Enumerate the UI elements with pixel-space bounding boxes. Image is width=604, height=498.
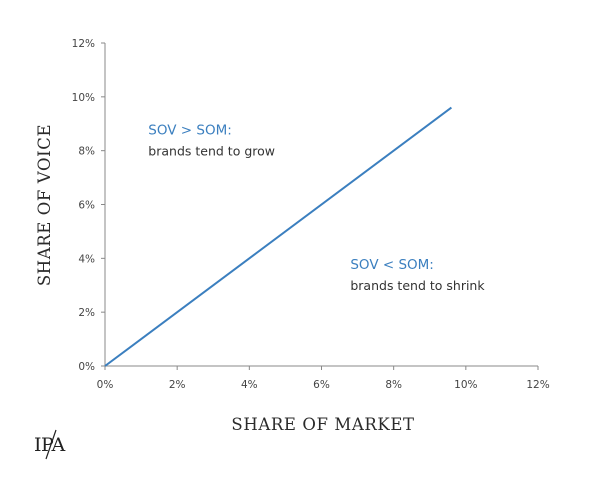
parity-line xyxy=(104,106,452,367)
ipa-logo: IPA xyxy=(34,429,66,460)
x-axis-ticks: 0% 2% 4% 6% 8% 10% 12% xyxy=(97,366,550,391)
ipa-logo-text: IPA xyxy=(34,434,66,456)
x-tick-label: 4% xyxy=(241,379,258,391)
series-layer xyxy=(104,106,452,367)
y-tick-label: 4% xyxy=(78,253,95,265)
annotation-title: SOV < SOM: xyxy=(350,257,433,273)
y-axis-ticks: 0% 2% 4% 6% 8% 10% 12% xyxy=(72,38,105,373)
y-axis-title: SHARE OF VOICE xyxy=(35,124,54,286)
annotation-text: brands tend to shrink xyxy=(350,278,485,293)
y-tick-label: 6% xyxy=(78,200,95,212)
y-tick-label: 8% xyxy=(78,146,95,158)
plot-area: 0% 2% 4% 6% 8% 10% 12% 0% 2% 4% 6% 8% 10% 12% SOV > … xyxy=(72,38,550,391)
annotation-text: brands tend to grow xyxy=(148,144,275,159)
annotation-title: SOV > SOM: xyxy=(148,123,231,139)
annotation-layer: SOV > SOM: brands tend to grow SOV < SOM: b… xyxy=(148,123,485,294)
x-axis-title: SHARE OF MARKET xyxy=(231,415,414,434)
x-tick-label: 8% xyxy=(385,379,402,391)
x-tick-label: 2% xyxy=(169,379,186,391)
x-tick-label: 6% xyxy=(313,379,330,391)
y-tick-label: 0% xyxy=(78,361,95,373)
ipa-logo-mark xyxy=(45,429,57,460)
x-tick-label: 0% xyxy=(97,379,114,391)
y-tick-label: 10% xyxy=(72,92,95,104)
y-tick-label: 2% xyxy=(78,307,95,319)
x-tick-label: 12% xyxy=(526,379,549,391)
x-tick-label: 10% xyxy=(454,379,477,391)
y-tick-label: 12% xyxy=(72,38,95,50)
